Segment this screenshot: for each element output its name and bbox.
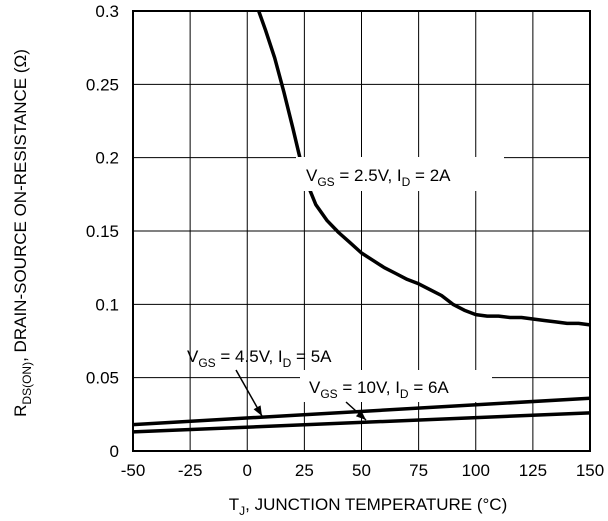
series-annotation: VGS = 10V, ID = 6A xyxy=(309,378,449,401)
x-tick-label: 150 xyxy=(576,461,604,480)
y-tick-label: 0.15 xyxy=(86,222,119,241)
curve-vgs-10v xyxy=(132,411,591,434)
series-annotation: VGS = 2.5V, ID = 2A xyxy=(306,166,451,189)
annotation-bg xyxy=(296,157,504,191)
annotation-bg xyxy=(300,370,492,402)
y-tick-label: 0.1 xyxy=(95,295,119,314)
y-axis-title: RDS(ON), DRAIN-SOURCE ON-RESISTANCE (Ω) xyxy=(11,49,34,417)
plot-frame xyxy=(132,10,591,452)
x-tick-label: 125 xyxy=(519,461,547,480)
x-tick-label: -50 xyxy=(121,461,146,480)
x-axis-ticks: -50 -25 0 25 50 75 100 125 150 xyxy=(121,461,604,480)
arrowhead xyxy=(355,410,366,420)
y-tick-label: 0.3 xyxy=(95,2,119,21)
x-tick-label: 75 xyxy=(409,461,428,480)
y-tick-label: 0.2 xyxy=(95,149,119,168)
y-tick-label: 0.05 xyxy=(86,369,119,388)
y-axis-ticks: 0 0.05 0.1 0.15 0.2 0.25 0.3 xyxy=(86,2,119,461)
series-annotation: VGS = 4.5V, ID = 5A xyxy=(187,347,332,370)
x-axis-title: TJ, JUNCTION TEMPERATURE (°C) xyxy=(229,495,508,518)
grid xyxy=(133,11,590,451)
x-tick-label: 25 xyxy=(295,461,314,480)
x-tick-label: 100 xyxy=(462,461,490,480)
x-tick-label: 0 xyxy=(243,461,252,480)
x-tick-label: 50 xyxy=(352,461,371,480)
y-tick-label: 0.25 xyxy=(86,75,119,94)
y-tick-label: 0 xyxy=(110,442,119,461)
x-tick-label: -25 xyxy=(178,461,203,480)
arrowhead xyxy=(253,405,262,416)
annotations: VGS = 2.5V, ID = 2A VGS = 4.5V, ID = 5A VG… xyxy=(187,157,504,421)
